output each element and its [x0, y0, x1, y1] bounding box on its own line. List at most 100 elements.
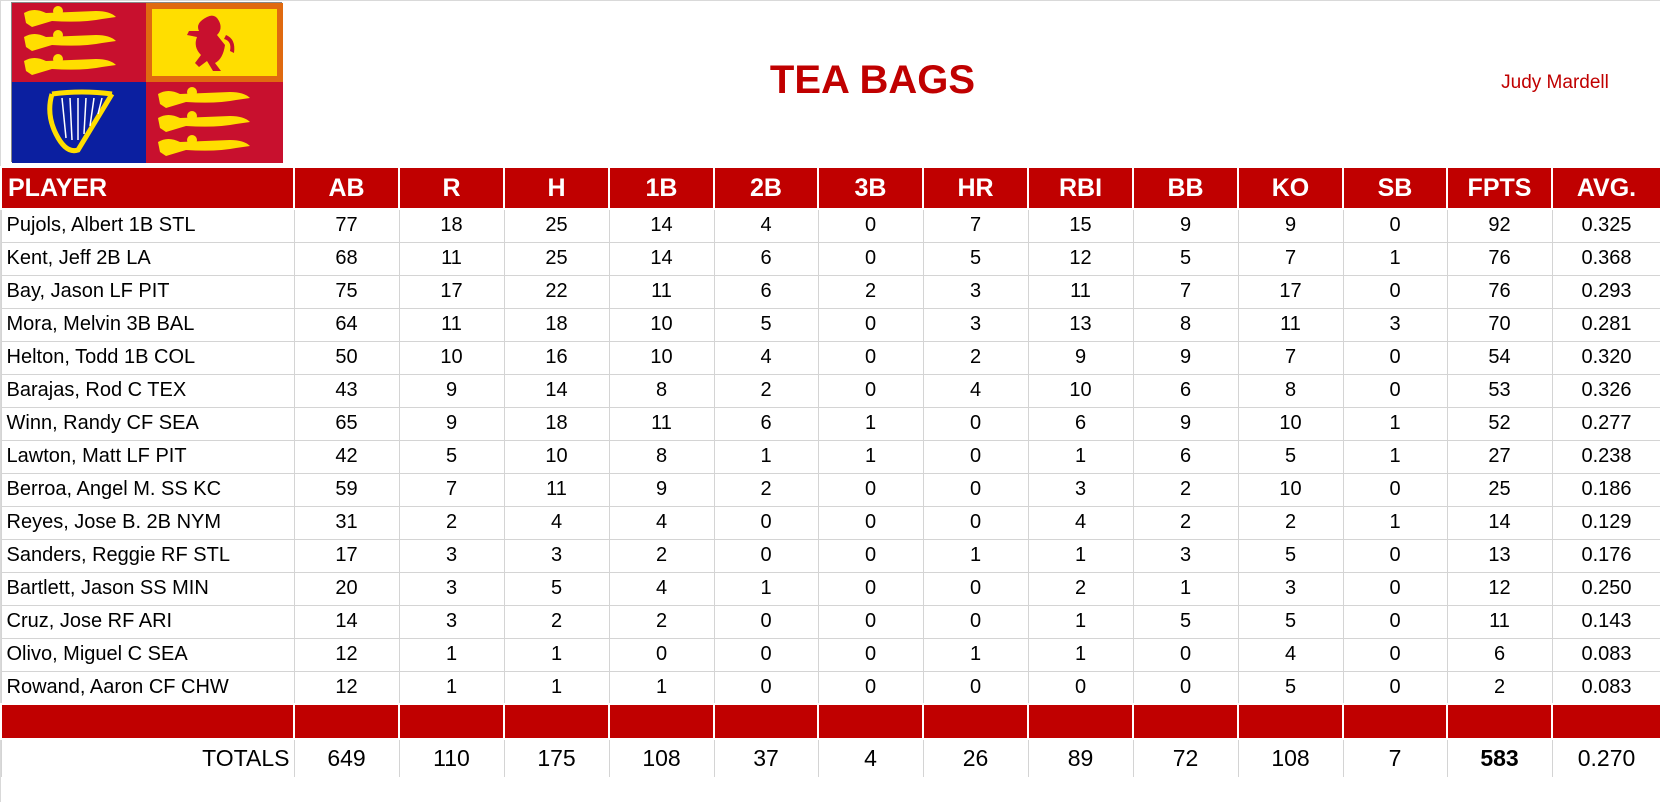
top-border	[0, 0, 1660, 1]
cell-ko: 17	[1237, 274, 1344, 309]
cell-player: Winn, Randy CF SEA	[0, 406, 295, 441]
cell-rbi: 11	[1027, 274, 1134, 309]
cell-3b: 0	[817, 604, 924, 639]
table-row: Mora, Melvin 3B BAL 64 11 18 10 5 0 3 13 8 11 3 70 0.…	[0, 307, 1660, 342]
cell-ab: 64	[293, 307, 400, 342]
header-row: PLAYER AB R H 1B 2B 3B HR RBI BB KO SB F…	[0, 166, 1660, 210]
cell-ab: 65	[293, 406, 400, 441]
total-ko: 108	[1237, 738, 1344, 777]
flag-quarter-lions-top-left	[12, 3, 146, 82]
cell-bb: 1	[1132, 571, 1239, 606]
cell-player: Bay, Jason LF PIT	[0, 274, 295, 309]
cell-ko: 7	[1237, 241, 1344, 276]
cell-1b: 1	[608, 670, 715, 705]
cell-bb: 8	[1132, 307, 1239, 342]
column-header-3b: 3B	[817, 166, 924, 210]
total-sb: 7	[1342, 738, 1448, 777]
cell-avg: 0.368	[1551, 241, 1660, 276]
cell-1b: 11	[608, 406, 715, 441]
cell-sb: 0	[1342, 208, 1448, 243]
cell-ko: 7	[1237, 340, 1344, 375]
cell-ko: 2	[1237, 505, 1344, 540]
cell-rbi: 13	[1027, 307, 1134, 342]
column-header-ko: KO	[1237, 166, 1344, 210]
cell-ko: 10	[1237, 472, 1344, 507]
cell-ko: 8	[1237, 373, 1344, 408]
cell-avg: 0.326	[1551, 373, 1660, 408]
cell-1b: 0	[608, 637, 715, 672]
cell-avg: 0.176	[1551, 538, 1660, 573]
cell-hr: 0	[922, 406, 1029, 441]
cell-h: 14	[503, 373, 610, 408]
total-fpts: 583	[1446, 738, 1553, 777]
table-row: Berroa, Angel M. SS KC 59 7 11 9 2 0 0 3 2 10 0 25 0.…	[0, 472, 1660, 507]
cell-hr: 0	[922, 571, 1029, 606]
cell-2b: 1	[713, 439, 819, 474]
cell-ab: 12	[293, 637, 400, 672]
cell-rbi: 12	[1027, 241, 1134, 276]
cell-rbi: 6	[1027, 406, 1134, 441]
cell-ab: 12	[293, 670, 400, 705]
cell-fpts: 92	[1446, 208, 1553, 243]
column-header-h: H	[503, 166, 610, 210]
total-ab: 649	[293, 738, 400, 777]
cell-fpts: 12	[1446, 571, 1553, 606]
cell-sb: 0	[1342, 472, 1448, 507]
cell-r: 3	[398, 604, 505, 639]
cell-ko: 10	[1237, 406, 1344, 441]
cell-player: Lawton, Matt LF PIT	[0, 439, 295, 474]
cell-fpts: 54	[1446, 340, 1553, 375]
cell-fpts: 14	[1446, 505, 1553, 540]
cell-h: 4	[503, 505, 610, 540]
cell-bb: 6	[1132, 373, 1239, 408]
column-header-r: R	[398, 166, 505, 210]
cell-avg: 0.186	[1551, 472, 1660, 507]
cell-sb: 3	[1342, 307, 1448, 342]
cell-r: 11	[398, 241, 505, 276]
cell-sb: 0	[1342, 373, 1448, 408]
cell-h: 22	[503, 274, 610, 309]
team-title: TEA BAGS	[769, 58, 976, 102]
cell-player: Berroa, Angel M. SS KC	[0, 472, 295, 507]
cell-h: 18	[503, 406, 610, 441]
cell-h: 25	[503, 241, 610, 276]
column-header-avg: AVG.	[1551, 166, 1660, 210]
cell-2b: 2	[713, 472, 819, 507]
table-row: Helton, Todd 1B COL 50 10 16 10 4 0 2 9 9 7 0 54 0.32…	[0, 340, 1660, 375]
cell-sb: 0	[1342, 670, 1448, 705]
cell-player: Olivo, Miguel C SEA	[0, 637, 295, 672]
cell-bb: 7	[1132, 274, 1239, 309]
cell-sb: 0	[1342, 274, 1448, 309]
cell-fpts: 25	[1446, 472, 1553, 507]
cell-r: 10	[398, 340, 505, 375]
cell-sb: 0	[1342, 571, 1448, 606]
cell-bb: 0	[1132, 670, 1239, 705]
cell-rbi: 1	[1027, 637, 1134, 672]
cell-h: 5	[503, 571, 610, 606]
owner-name: Judy Mardell	[1501, 72, 1609, 93]
column-header-ab: AB	[293, 166, 400, 210]
cell-2b: 6	[713, 274, 819, 309]
cell-hr: 0	[922, 472, 1029, 507]
cell-avg: 0.129	[1551, 505, 1660, 540]
cell-rbi: 9	[1027, 340, 1134, 375]
cell-ab: 77	[293, 208, 400, 243]
column-header-fpts: FPTS	[1446, 166, 1553, 210]
cell-3b: 2	[817, 274, 924, 309]
cell-r: 9	[398, 373, 505, 408]
cell-fpts: 52	[1446, 406, 1553, 441]
cell-rbi: 4	[1027, 505, 1134, 540]
cell-2b: 0	[713, 505, 819, 540]
cell-h: 11	[503, 472, 610, 507]
cell-1b: 14	[608, 241, 715, 276]
cell-rbi: 1	[1027, 538, 1134, 573]
cell-3b: 1	[817, 439, 924, 474]
cell-h: 25	[503, 208, 610, 243]
table-row: Cruz, Jose RF ARI 14 3 2 2 0 0 0 1 5 5 0 11 0.143	[0, 604, 1660, 639]
table-row: Reyes, Jose B. 2B NYM 31 2 4 4 0 0 0 4 2 2 1 14 0.129	[0, 505, 1660, 540]
cell-r: 18	[398, 208, 505, 243]
cell-sb: 1	[1342, 439, 1448, 474]
cell-2b: 6	[713, 241, 819, 276]
flag-quarter-harp	[12, 82, 146, 163]
cell-ko: 11	[1237, 307, 1344, 342]
